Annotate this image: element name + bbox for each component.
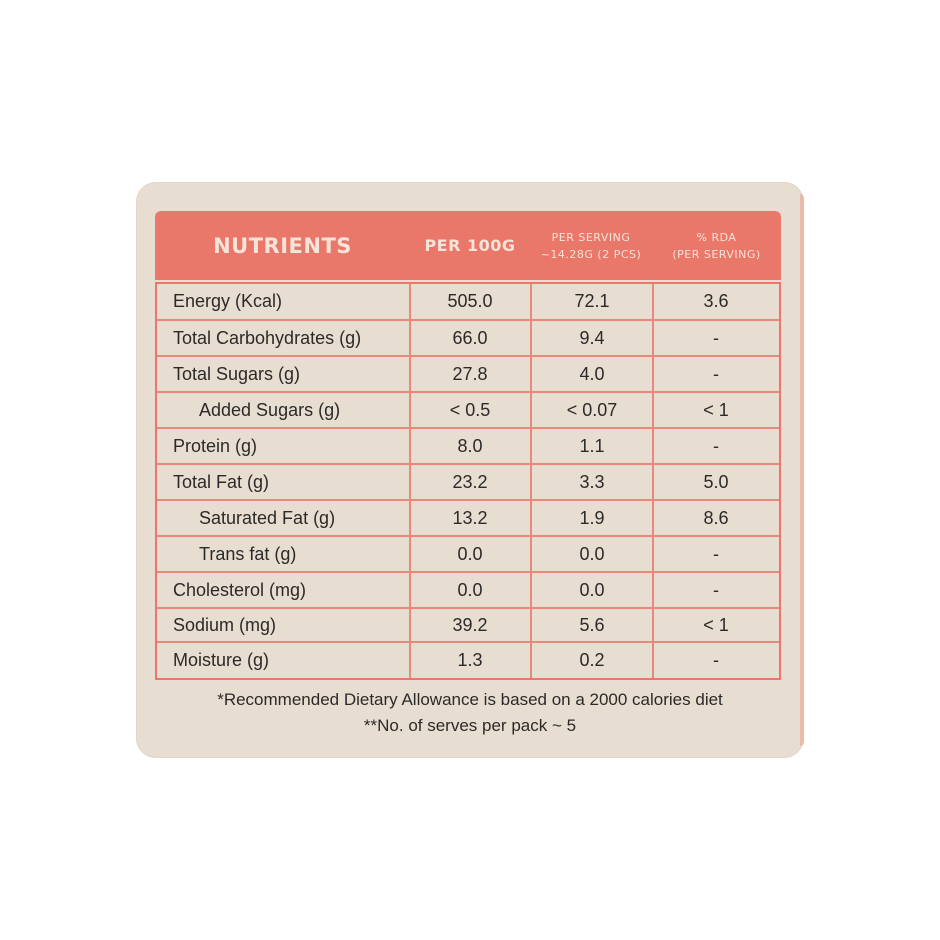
card-edge-accent xyxy=(800,194,804,746)
nutrient-name: Added Sugars (g) xyxy=(199,399,341,420)
table-row: Total Sugars (g) 27.8 4.0 - xyxy=(157,357,779,393)
header-per-serving-line2: ~14.28G (2 PCS) xyxy=(540,247,642,261)
value-per-serving: 0.2 xyxy=(579,650,605,670)
value-per-100g: 0.0 xyxy=(457,543,483,564)
value-per-serving: < 0.07 xyxy=(566,399,618,420)
value-rda: - xyxy=(713,650,719,670)
header-rda: % RDA (PER SERVING) xyxy=(652,211,781,280)
value-rda: - xyxy=(713,435,719,456)
table-row: Sodium (mg) 39.2 5.6 < 1 xyxy=(157,609,779,643)
value-per-100g: 13.2 xyxy=(452,507,488,528)
value-per-serving: 3.3 xyxy=(579,471,605,492)
nutrient-name: Total Sugars (g) xyxy=(173,363,301,384)
column-divider xyxy=(652,284,654,678)
value-rda: 3.6 xyxy=(703,291,729,311)
table-row: Total Fat (g) 23.2 3.3 5.0 xyxy=(157,465,779,501)
value-per-serving: 5.6 xyxy=(579,614,605,635)
header-rda-line1: % RDA xyxy=(696,230,737,244)
value-rda: - xyxy=(713,543,719,564)
nutrient-name: Total Carbohydrates (g) xyxy=(173,327,362,348)
value-per-100g: 66.0 xyxy=(452,327,488,348)
nutrient-name: Cholesterol (mg) xyxy=(173,579,307,600)
value-per-serving: 4.0 xyxy=(579,363,605,384)
value-rda: 5.0 xyxy=(703,471,729,492)
value-per-serving: 1.1 xyxy=(579,435,605,456)
nutrient-name: Trans fat (g) xyxy=(199,543,297,564)
value-per-100g: < 0.5 xyxy=(449,399,491,420)
footnote-serves: **No. of serves per pack ~ 5 xyxy=(363,716,577,735)
value-rda: < 1 xyxy=(703,614,729,635)
table-row: Cholesterol (mg) 0.0 0.0 - xyxy=(157,573,779,609)
table-row: Total Carbohydrates (g) 66.0 9.4 - xyxy=(157,321,779,357)
header-per-serving-line1: PER SERVING xyxy=(551,230,631,244)
table-header: NUTRIENTS PER 100G PER SERVING ~14.28G (… xyxy=(155,211,781,280)
column-divider xyxy=(530,284,532,678)
value-per-serving: 0.0 xyxy=(579,579,605,600)
value-per-100g: 39.2 xyxy=(452,614,488,635)
nutrient-name: Protein (g) xyxy=(173,435,258,456)
value-rda: - xyxy=(713,579,719,600)
value-per-100g: 8.0 xyxy=(457,435,483,456)
table-row: Moisture (g) 1.3 0.2 - xyxy=(157,643,779,678)
column-divider xyxy=(409,284,411,678)
table-row: Saturated Fat (g) 13.2 1.9 8.6 xyxy=(157,501,779,537)
value-rda: 8.6 xyxy=(703,507,729,528)
header-nutrients: NUTRIENTS xyxy=(213,233,352,258)
value-per-100g: 1.3 xyxy=(457,650,483,670)
table-row: Trans fat (g) 0.0 0.0 - xyxy=(157,537,779,573)
value-per-100g: 0.0 xyxy=(457,579,483,600)
header-per-serving: PER SERVING ~14.28G (2 PCS) xyxy=(530,211,652,280)
value-per-100g: 23.2 xyxy=(452,471,488,492)
value-per-serving: 72.1 xyxy=(574,291,610,311)
value-per-serving: 1.9 xyxy=(579,507,605,528)
nutrient-name: Total Fat (g) xyxy=(173,471,270,492)
nutrient-name: Saturated Fat (g) xyxy=(199,507,336,528)
footnote-rda: *Recommended Dietary Allowance is based … xyxy=(217,690,723,709)
nutrient-name: Sodium (mg) xyxy=(173,614,277,635)
value-rda: - xyxy=(713,327,719,348)
table-row: Added Sugars (g) < 0.5 < 0.07 < 1 xyxy=(157,393,779,429)
value-rda: - xyxy=(713,363,719,384)
nutrient-name: Moisture (g) xyxy=(173,650,270,670)
value-per-100g: 505.0 xyxy=(447,291,493,311)
nutrition-table: Moisture (g) 1.3 0.2 - Sodium (mg) 39.2 5.6 < 1… xyxy=(155,282,781,680)
value-per-serving: 9.4 xyxy=(579,327,605,348)
value-per-serving: 0.0 xyxy=(579,543,605,564)
table-row: Energy (Kcal) 505.0 72.1 3.6 xyxy=(157,284,779,321)
header-rda-line2: (PER SERVING) xyxy=(672,247,761,261)
value-per-100g: 27.8 xyxy=(452,363,488,384)
nutrient-name: Energy (Kcal) xyxy=(173,291,283,311)
table-row: Protein (g) 8.0 1.1 - xyxy=(157,429,779,465)
value-rda: < 1 xyxy=(703,399,729,420)
header-per-100g: PER 100G xyxy=(424,236,516,255)
